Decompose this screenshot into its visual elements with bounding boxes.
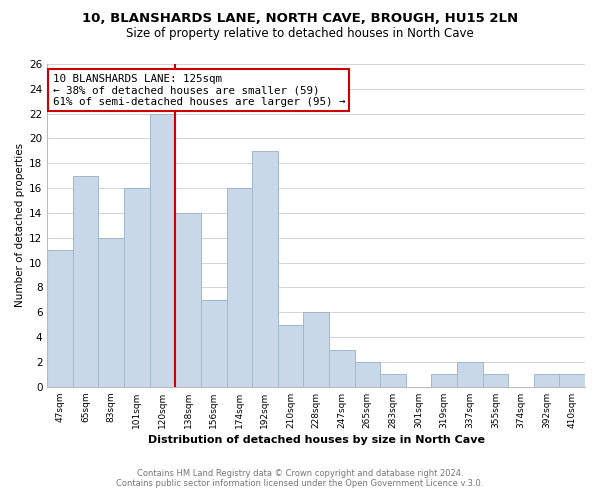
X-axis label: Distribution of detached houses by size in North Cave: Distribution of detached houses by size … xyxy=(148,435,485,445)
Bar xyxy=(355,362,380,387)
Bar xyxy=(559,374,585,387)
Bar xyxy=(252,151,278,387)
Bar xyxy=(329,350,355,387)
Bar xyxy=(227,188,252,387)
Bar xyxy=(534,374,559,387)
Bar xyxy=(175,213,201,387)
Y-axis label: Number of detached properties: Number of detached properties xyxy=(15,144,25,308)
Text: 10 BLANSHARDS LANE: 125sqm
← 38% of detached houses are smaller (59)
61% of semi: 10 BLANSHARDS LANE: 125sqm ← 38% of deta… xyxy=(53,74,345,107)
Bar xyxy=(380,374,406,387)
Bar xyxy=(150,114,175,387)
Bar xyxy=(304,312,329,387)
Text: Contains public sector information licensed under the Open Government Licence v.: Contains public sector information licen… xyxy=(116,478,484,488)
Text: Size of property relative to detached houses in North Cave: Size of property relative to detached ho… xyxy=(126,28,474,40)
Text: Contains HM Land Registry data © Crown copyright and database right 2024.: Contains HM Land Registry data © Crown c… xyxy=(137,468,463,477)
Bar xyxy=(431,374,457,387)
Bar xyxy=(73,176,98,387)
Bar xyxy=(482,374,508,387)
Bar xyxy=(98,238,124,387)
Bar xyxy=(278,324,304,387)
Text: 10, BLANSHARDS LANE, NORTH CAVE, BROUGH, HU15 2LN: 10, BLANSHARDS LANE, NORTH CAVE, BROUGH,… xyxy=(82,12,518,26)
Bar xyxy=(457,362,482,387)
Bar xyxy=(124,188,150,387)
Bar xyxy=(47,250,73,387)
Bar xyxy=(201,300,227,387)
